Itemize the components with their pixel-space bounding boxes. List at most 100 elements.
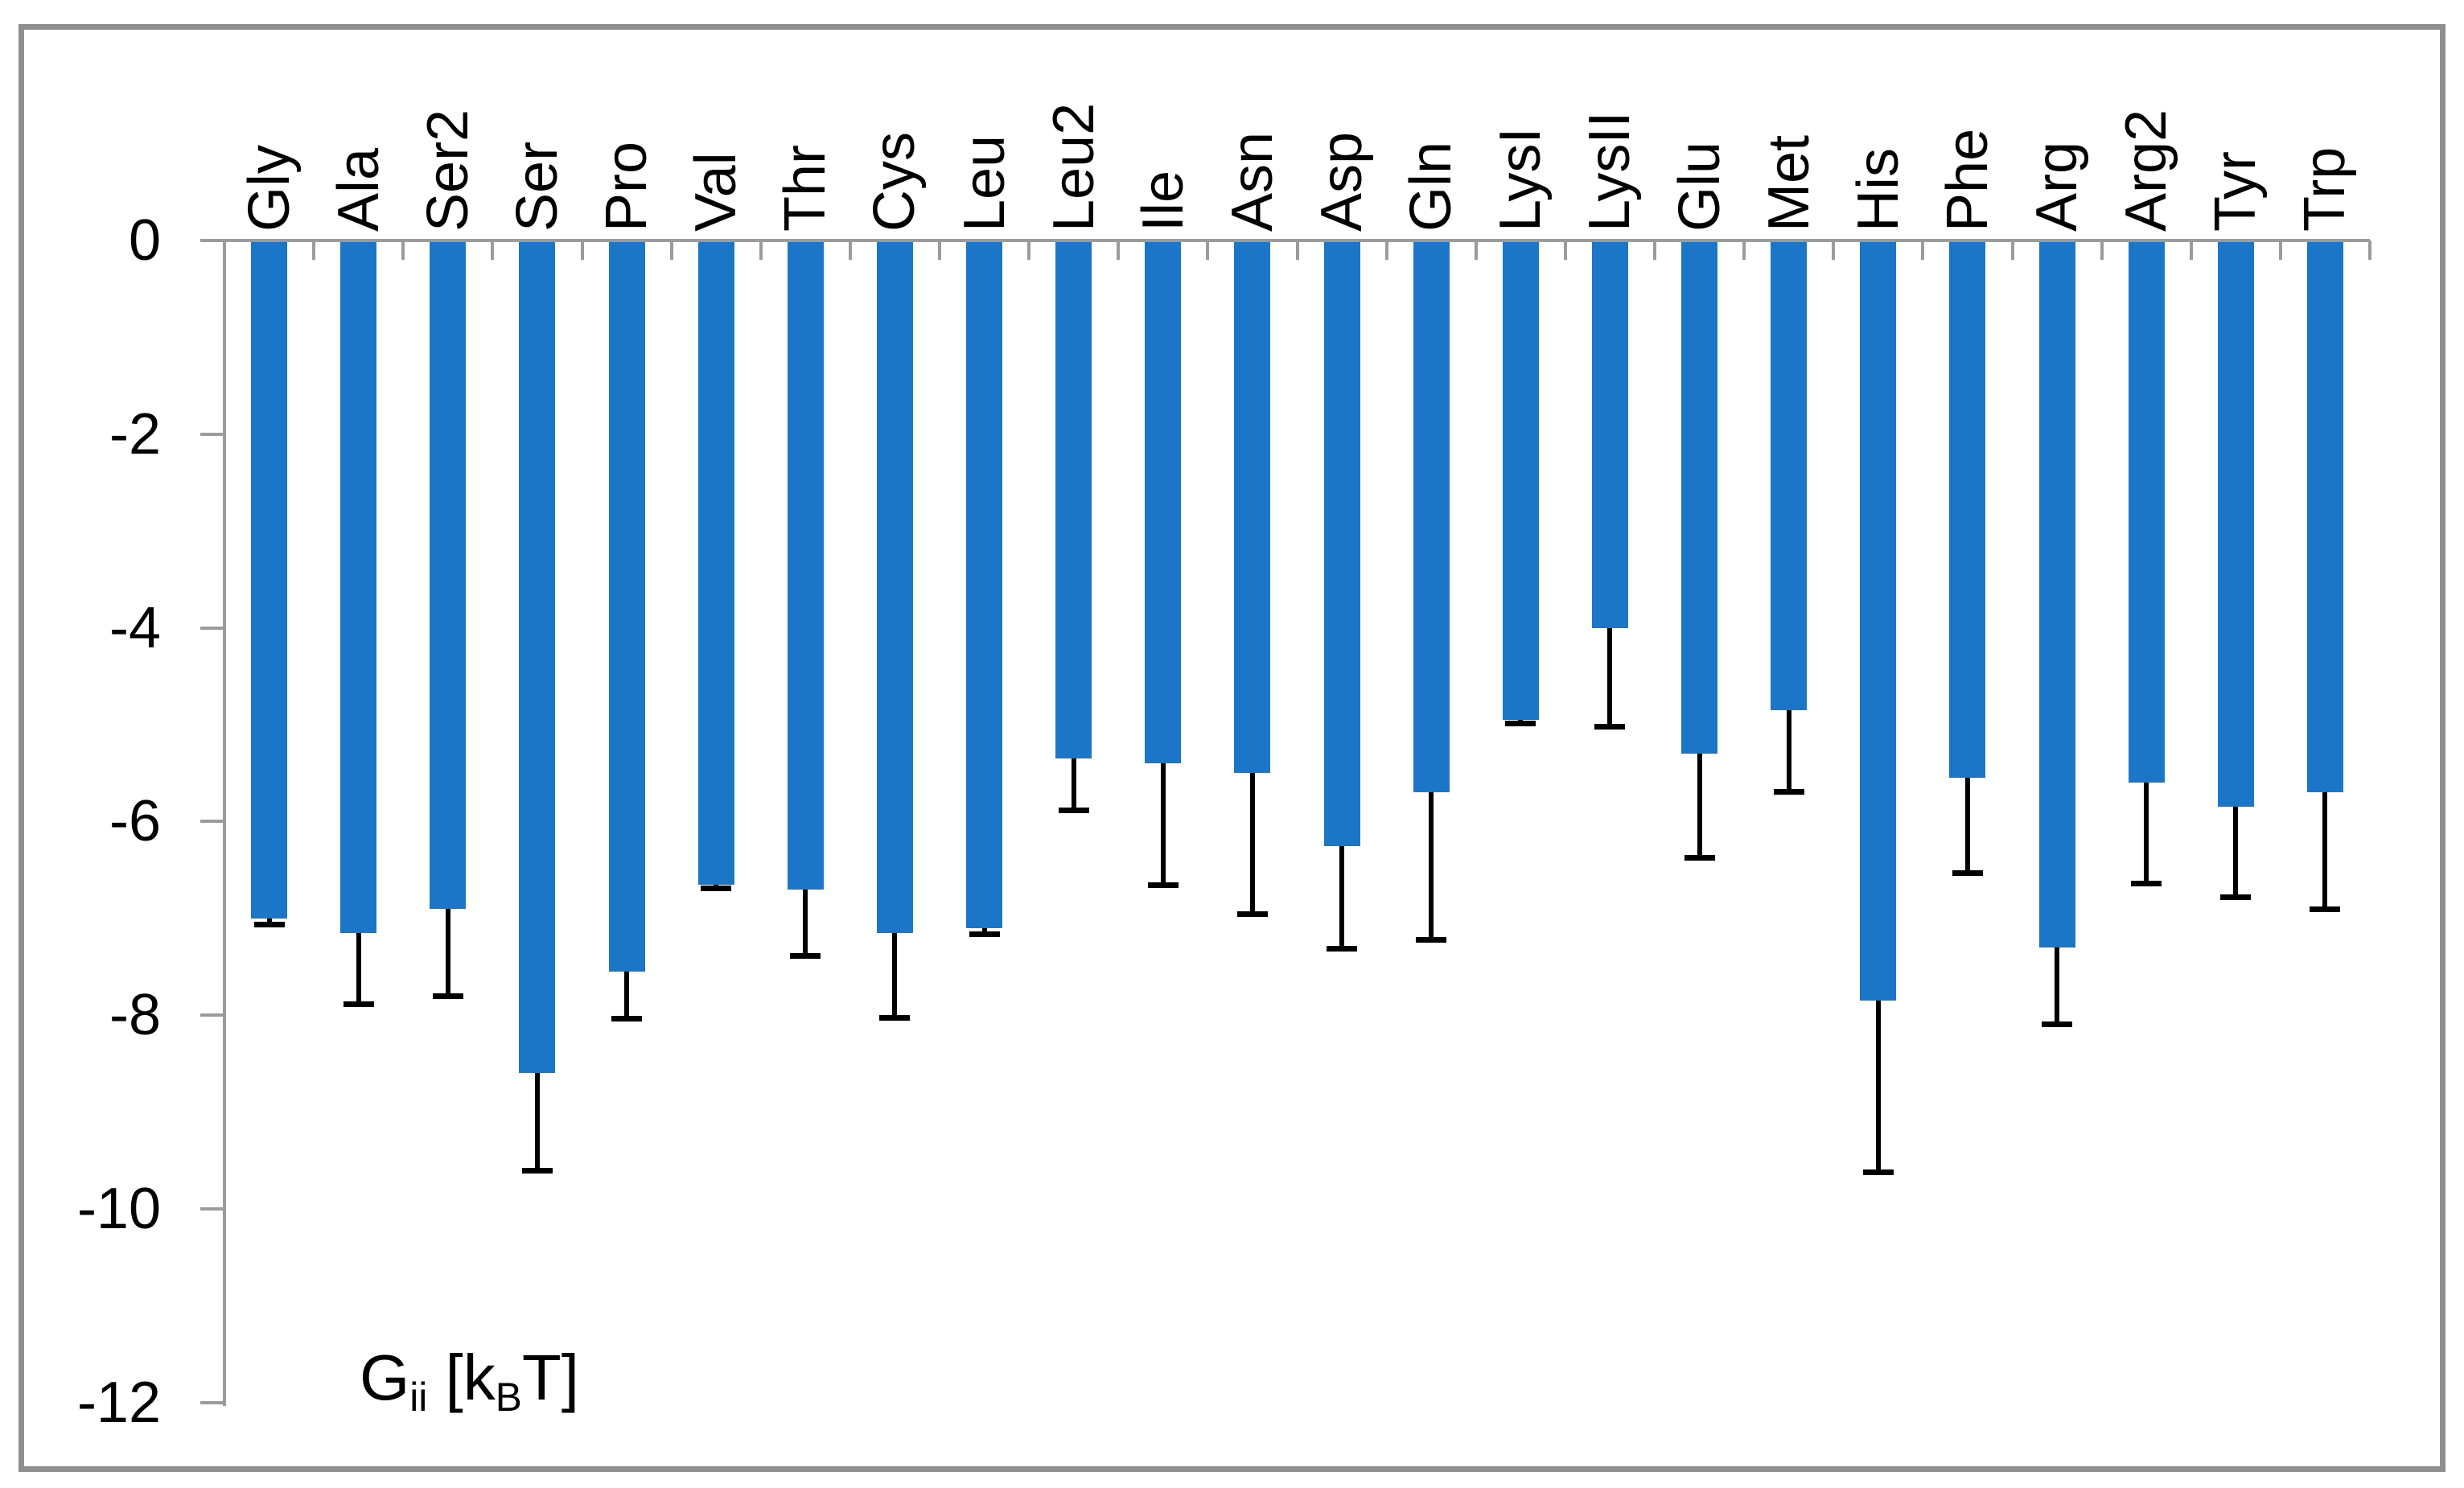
category-axis-tick xyxy=(401,240,405,260)
bar xyxy=(519,242,556,1074)
category-label: Ser xyxy=(504,141,570,232)
bar xyxy=(1860,242,1897,1001)
y-axis-tick xyxy=(200,1207,224,1211)
category-label: Ile xyxy=(1130,170,1195,232)
category-label: Val xyxy=(684,152,749,232)
bar xyxy=(1771,242,1808,710)
error-bar-line xyxy=(1875,1001,1881,1173)
category-label: Ala xyxy=(326,147,391,232)
category-axis-tick xyxy=(1563,240,1567,260)
category-axis-tick xyxy=(2100,240,2104,260)
error-bar-line xyxy=(624,972,630,1018)
error-bar-line xyxy=(2055,947,2060,1025)
error-bar-line xyxy=(803,889,808,956)
error-bar-cap xyxy=(1594,724,1626,730)
error-bar-cap xyxy=(253,922,285,928)
category-label: Asp xyxy=(1310,131,1375,232)
bar xyxy=(2306,242,2343,793)
error-bar-cap xyxy=(2310,906,2341,912)
category-axis-tick xyxy=(491,240,495,260)
error-bar-cap xyxy=(1147,882,1179,888)
category-label: Ser2 xyxy=(415,109,480,232)
category-axis-tick xyxy=(2368,240,2371,260)
error-bar-cap xyxy=(701,886,732,892)
category-axis-tick xyxy=(2010,240,2014,260)
error-bar-cap xyxy=(1327,946,1358,952)
ylabel-subscript-ii: ii xyxy=(409,1374,428,1420)
y-axis-line xyxy=(223,239,226,1406)
y-axis-tick xyxy=(200,432,224,436)
bar xyxy=(1502,242,1539,720)
bar xyxy=(1323,242,1360,846)
category-axis-tick xyxy=(1474,240,1478,260)
category-label: Leu2 xyxy=(1041,102,1106,232)
y-axis-tick-label: -10 xyxy=(76,1177,161,1241)
error-bar-line xyxy=(2322,792,2328,909)
bar xyxy=(608,242,645,972)
ylabel-subscript-b: B xyxy=(495,1374,522,1420)
error-bar-line xyxy=(1607,627,1613,727)
category-axis-tick xyxy=(2278,240,2282,260)
category-label: LysII xyxy=(1578,111,1643,232)
error-bar-line xyxy=(1697,754,1702,857)
y-axis-tick xyxy=(200,1400,224,1404)
category-label: Asn xyxy=(1220,131,1285,232)
bar xyxy=(966,242,1003,928)
error-bar-cap xyxy=(2131,881,2162,887)
y-axis-tick-label: -2 xyxy=(109,401,161,467)
bar xyxy=(251,242,288,919)
y-axis-unit-label: Gii [kBT] xyxy=(360,1334,579,1441)
ylabel-bracket-t: T] xyxy=(521,1342,579,1413)
error-bar-cap xyxy=(521,1167,553,1174)
error-bar-line xyxy=(1429,792,1434,940)
y-axis-tick xyxy=(200,239,224,242)
category-axis-tick xyxy=(2189,240,2193,260)
category-axis-tick xyxy=(1295,240,1299,260)
error-bar-line xyxy=(2144,783,2149,884)
error-bar-line xyxy=(981,927,987,935)
category-axis-tick xyxy=(1027,240,1031,260)
bar xyxy=(1591,242,1628,628)
error-bar-line xyxy=(1249,773,1255,914)
bar xyxy=(1681,242,1718,754)
y-axis-tick-label: -12 xyxy=(76,1370,161,1435)
bar xyxy=(1145,242,1182,764)
category-label: Gly xyxy=(237,145,302,232)
category-label: Cys xyxy=(862,132,928,232)
error-bar-cap xyxy=(611,1015,643,1021)
error-bar-line xyxy=(892,932,898,1017)
error-bar-cap xyxy=(1773,789,1804,795)
category-label: His xyxy=(1845,148,1911,232)
y-axis-tick-label: -8 xyxy=(109,983,161,1048)
y-axis-tick xyxy=(200,626,224,630)
bar xyxy=(1234,242,1271,774)
category-axis-tick xyxy=(1384,240,1388,260)
category-axis-tick xyxy=(1742,240,1746,260)
error-bar-cap xyxy=(343,1001,374,1007)
y-axis-tick-label: -4 xyxy=(109,595,161,660)
error-bar-line xyxy=(1786,709,1791,792)
ylabel-symbol: G xyxy=(360,1342,410,1413)
error-bar-line xyxy=(534,1073,540,1170)
category-axis-tick xyxy=(669,240,673,260)
bar xyxy=(2038,242,2075,947)
category-label: LysI xyxy=(1488,127,1553,232)
category-label: Leu xyxy=(952,134,1017,232)
error-bar-line xyxy=(266,918,272,925)
y-axis-tick-label: 0 xyxy=(128,208,161,273)
category-label: Trp xyxy=(2293,146,2358,232)
category-label: Met xyxy=(1756,134,1821,232)
category-axis-tick xyxy=(1921,240,1925,260)
error-bar-cap xyxy=(1505,720,1536,726)
category-axis-tick xyxy=(223,240,226,260)
category-label: Pro xyxy=(594,141,660,232)
category-axis-tick xyxy=(1832,240,1836,260)
y-axis-tick xyxy=(200,820,224,824)
error-bar-line xyxy=(1964,778,1970,873)
bar xyxy=(1949,242,1986,779)
category-label: Phe xyxy=(1935,128,2000,232)
error-bar-line xyxy=(2233,807,2239,898)
error-bar-cap xyxy=(432,993,463,1000)
error-bar-cap xyxy=(2042,1021,2073,1028)
